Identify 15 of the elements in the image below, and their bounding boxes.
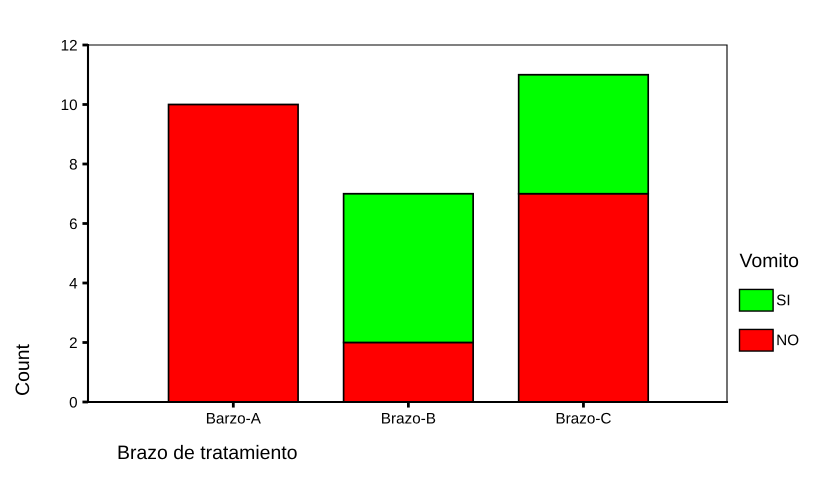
y-tick-label: 0 — [70, 396, 77, 408]
x-tick-label: Brazo-B — [382, 412, 436, 424]
y-tick-label: 12 — [62, 40, 77, 51]
y-tick-label: 6 — [70, 218, 77, 230]
y-tick-label: 8 — [70, 158, 77, 170]
y-tick-label: 4 — [69, 278, 78, 289]
x-tick-label: Brazo-C — [556, 412, 611, 424]
legend-label: NO — [777, 334, 798, 346]
y-axis-title: Count — [15, 344, 30, 395]
x-axis-title: Brazo de tratamiento — [118, 444, 297, 460]
legend-title: Vomito — [740, 253, 798, 268]
x-tick-label: Barzo-A — [206, 412, 261, 424]
y-tick-label: 10 — [62, 99, 77, 110]
y-tick-label: 2 — [70, 337, 77, 348]
legend-label: SI — [776, 294, 790, 306]
